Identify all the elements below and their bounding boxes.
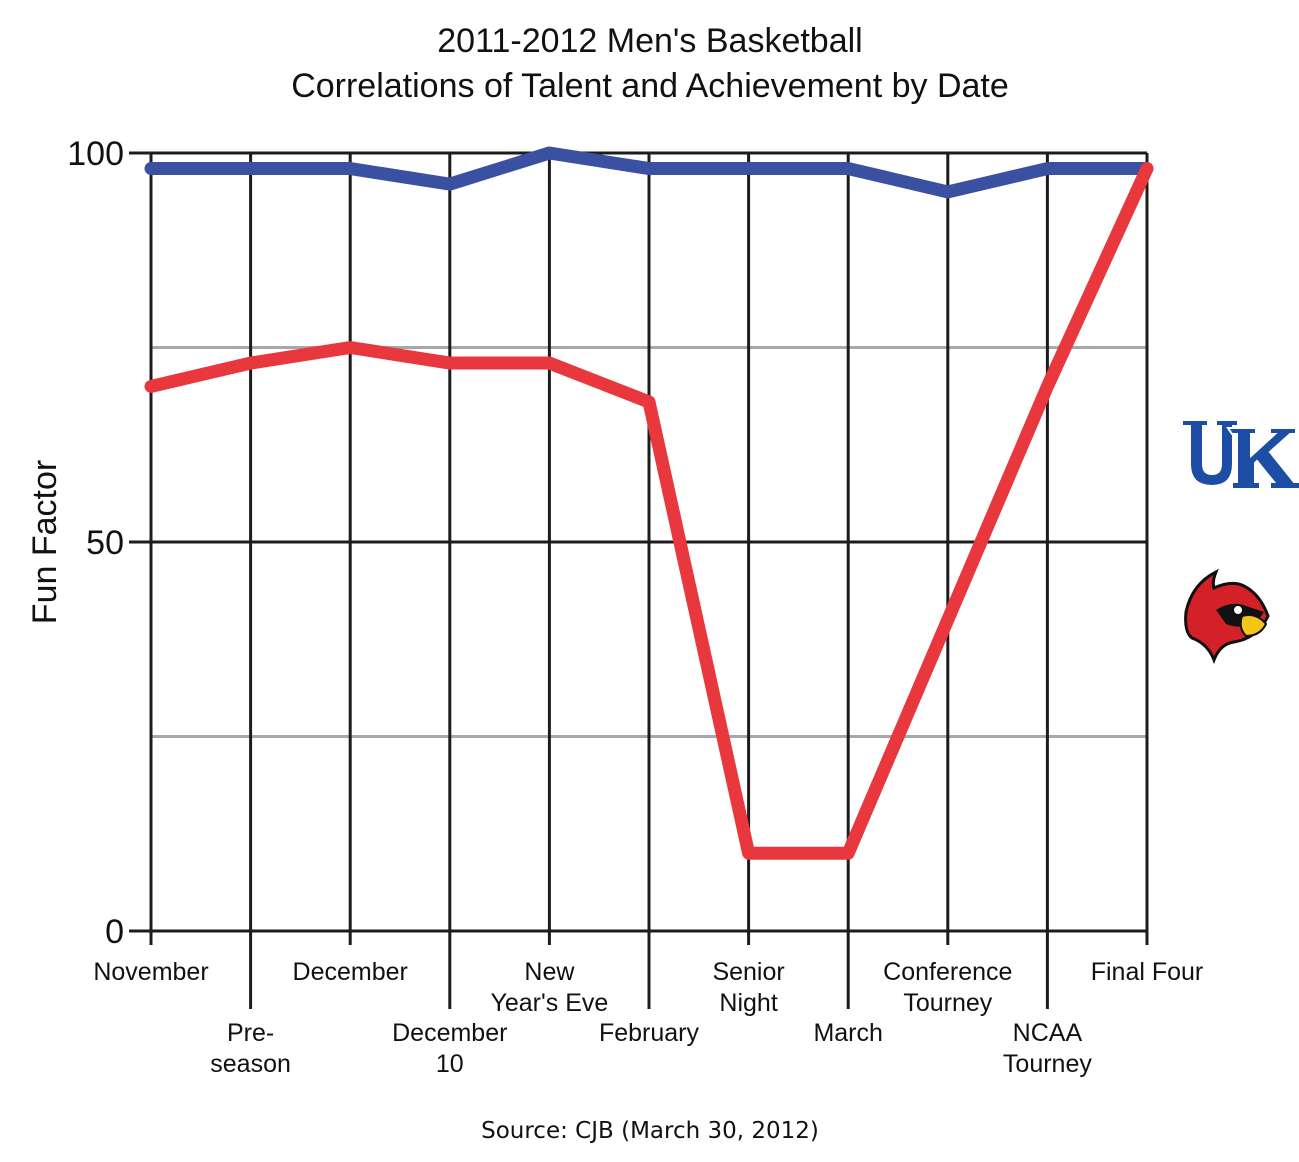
chart-title-line: 2011-2012 Men's Basketball [437, 22, 862, 60]
data-point [648, 167, 650, 170]
chart-title-line: Correlations of Talent and Achievement b… [291, 67, 1009, 105]
data-point [349, 346, 352, 349]
uk-logo-letter [1226, 427, 1299, 490]
data-point [448, 183, 451, 186]
x-tick-label: Final Four [1091, 958, 1204, 986]
data-point [448, 362, 451, 365]
data-point [150, 167, 152, 170]
data-point [249, 167, 252, 170]
data-point [1146, 167, 1148, 170]
data-point [946, 618, 949, 621]
data-point [847, 167, 850, 170]
x-tick-label: NCAA [1013, 1019, 1083, 1047]
x-tick-label: Tourney [1003, 1050, 1092, 1078]
uk-logo [1181, 419, 1299, 490]
x-tick-label: March [813, 1019, 882, 1047]
x-tick-label: Night [719, 989, 777, 1017]
x-axis: November Pre-season December December 10 New Y… [93, 958, 1203, 1078]
series-lines [144, 146, 1154, 860]
x-tick-label: Year's Eve [490, 989, 608, 1017]
data-point [548, 362, 551, 365]
data-point [1046, 385, 1049, 388]
x-tick-label: New [524, 958, 575, 986]
cardinal-beak [1239, 614, 1268, 638]
x-tick-label: December [293, 958, 408, 986]
data-point [548, 152, 551, 154]
y-tick-label: 0 [105, 913, 124, 951]
data-point [747, 852, 750, 855]
x-tick-label: Senior [712, 958, 784, 986]
grid [129, 151, 1149, 1009]
legend [1181, 419, 1299, 665]
data-point [946, 190, 949, 193]
data-point [249, 362, 252, 365]
x-tick-label: 10 [436, 1050, 464, 1078]
data-point [747, 167, 750, 170]
x-tick-label: Tourney [903, 989, 992, 1017]
x-tick-label: November [93, 958, 208, 986]
uk-logo-letter [1181, 419, 1239, 488]
cardinal-eye [1232, 604, 1244, 616]
data-point [349, 167, 352, 170]
x-tick-label: Pre- [227, 1019, 274, 1047]
x-tick-label: season [210, 1050, 291, 1078]
y-axis: 0 50 100 Fun Factor [26, 135, 124, 951]
data-point [1046, 167, 1049, 170]
y-tick-label: 50 [86, 524, 124, 562]
source-note: Source: CJB (March 30, 2012) [481, 1118, 819, 1144]
data-point [150, 385, 152, 388]
data-point [648, 400, 650, 403]
y-tick-label: 100 [67, 135, 124, 173]
cardinal-logo [1184, 568, 1270, 665]
data-point [847, 852, 850, 855]
y-axis-label: Fun Factor [26, 460, 64, 624]
x-tick-label: December [392, 1019, 507, 1047]
x-tick-label: February [599, 1019, 700, 1047]
x-tick-label: Conference [883, 958, 1012, 986]
chart-title: 2011-2012 Men's Basketball Correlations o… [291, 22, 1009, 105]
